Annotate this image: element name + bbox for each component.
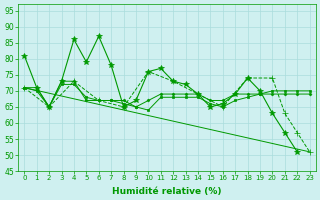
X-axis label: Humidité relative (%): Humidité relative (%) (112, 187, 222, 196)
